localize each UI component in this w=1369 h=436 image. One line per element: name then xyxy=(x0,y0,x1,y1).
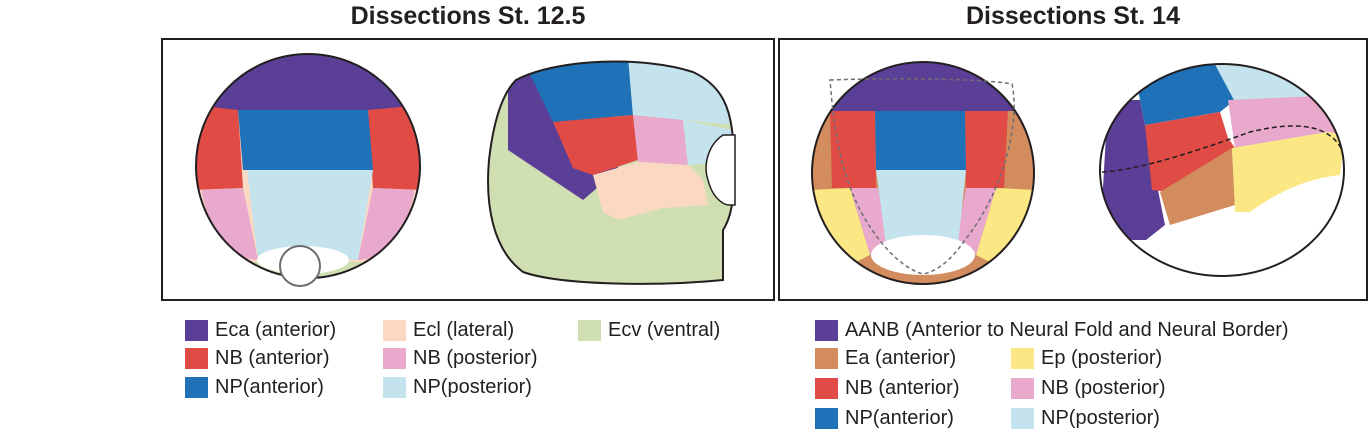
legend-label: AANB (Anterior to Neural Fold and Neural… xyxy=(845,318,1289,341)
legend-label: NP(posterior) xyxy=(1041,406,1160,429)
legend-item-ecl: Ecl (lateral) xyxy=(383,318,514,342)
right-title: Dissections St. 14 xyxy=(966,2,1180,30)
right-embryo-lateral-view xyxy=(1100,64,1344,276)
right-dissection-panel xyxy=(778,38,1368,301)
swatch-ecv xyxy=(578,319,601,341)
legend-label: Eca (anterior) xyxy=(215,318,337,341)
legend-item-np-anterior: NP(anterior) xyxy=(185,375,324,399)
legend-item-aanb: AANB (Anterior to Neural Fold and Neural… xyxy=(815,318,1289,342)
swatch-ecl xyxy=(383,319,406,341)
legend-item-nb-anterior: NB (anterior) xyxy=(185,346,329,370)
swatch-ep xyxy=(1011,347,1034,369)
right-embryo-frontal-view xyxy=(812,62,1034,284)
swatch-nb-anterior xyxy=(185,347,208,369)
swatch-np-anterior xyxy=(815,407,838,429)
legend-label: NB (posterior) xyxy=(1041,376,1166,399)
left-embryo-lateral-view xyxy=(488,61,735,284)
legend-label: NP(anterior) xyxy=(845,406,954,429)
legend-item-ea: Ea (anterior) xyxy=(815,346,956,370)
legend-label: NB (anterior) xyxy=(845,376,960,399)
legend-item-np-anterior: NP(anterior) xyxy=(815,406,954,430)
legend-item-nb-posterior: NB (posterior) xyxy=(1011,376,1165,400)
swatch-eca xyxy=(185,319,208,341)
legend-item-eca: Eca (anterior) xyxy=(185,318,336,342)
swatch-np-posterior xyxy=(1011,407,1034,429)
legend-label: Ecv (ventral) xyxy=(608,318,721,341)
legend-label: NP(posterior) xyxy=(413,375,532,398)
legend-item-nb-posterior: NB (posterior) xyxy=(383,346,537,370)
legend-label: NB (posterior) xyxy=(413,346,538,369)
legend-label: Ep (posterior) xyxy=(1041,346,1163,369)
swatch-nb-anterior xyxy=(815,377,838,399)
swatch-nb-posterior xyxy=(1011,377,1034,399)
legend-item-ep: Ep (posterior) xyxy=(1011,346,1162,370)
legend-item-np-posterior: NP(posterior) xyxy=(1011,406,1160,430)
swatch-nb-posterior xyxy=(383,347,406,369)
left-title: Dissections St. 12.5 xyxy=(350,2,586,30)
legend-item-np-posterior: NP(posterior) xyxy=(383,375,532,399)
legend-label: Ecl (lateral) xyxy=(413,318,515,341)
swatch-ea xyxy=(815,347,838,369)
swatch-aanb xyxy=(815,319,838,341)
legend-item-nb-anterior: NB (anterior) xyxy=(815,376,959,400)
legend-label: NP(anterior) xyxy=(215,375,324,398)
legend-label: NB (anterior) xyxy=(215,346,330,369)
left-dissection-panel xyxy=(161,38,775,301)
swatch-np-posterior xyxy=(383,376,406,398)
legend-item-ecv: Ecv (ventral) xyxy=(578,318,720,342)
legend-label: Ea (anterior) xyxy=(845,346,957,369)
left-embryo-diagrams xyxy=(195,53,736,287)
swatch-np-anterior xyxy=(185,376,208,398)
right-embryo-diagrams xyxy=(811,61,1345,285)
